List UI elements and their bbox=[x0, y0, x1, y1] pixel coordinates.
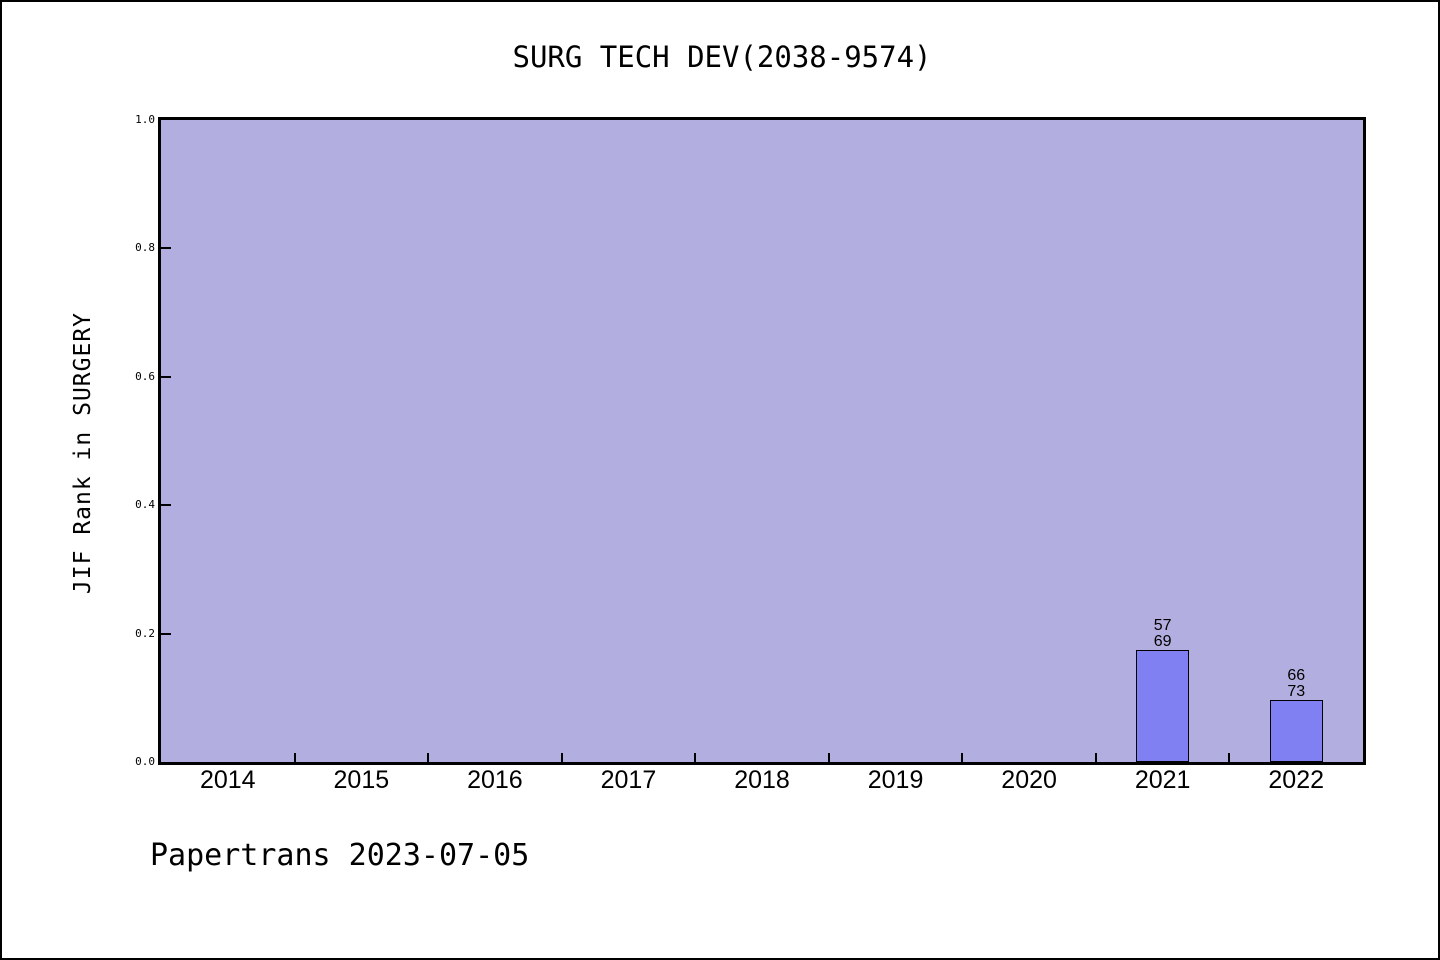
y-tick-label: 0.0 bbox=[135, 755, 155, 768]
bar-label-2021: 57 69 bbox=[1123, 618, 1203, 650]
bar-label-2022: 66 73 bbox=[1256, 668, 1336, 700]
y-tick-label: 0.6 bbox=[135, 369, 155, 383]
chart-title: SURG TECH DEV(2038-9574) bbox=[512, 40, 932, 74]
x-tick-label: 2014 bbox=[199, 766, 256, 794]
y-tick-label: 0.8 bbox=[135, 241, 155, 255]
x-tick-label: 2021 bbox=[1134, 766, 1191, 794]
x-tick-label: 2022 bbox=[1268, 766, 1325, 794]
plot-area: 57 69 66 73 bbox=[158, 117, 1366, 765]
x-axis-tick bbox=[827, 753, 830, 762]
bar-label-line: 66 bbox=[1287, 667, 1306, 685]
x-axis-tick bbox=[694, 753, 697, 762]
x-tick-label: 2019 bbox=[867, 766, 924, 794]
y-tick-label: 0.2 bbox=[135, 626, 155, 640]
y-axis-label: JIF Rank in SURGERY bbox=[70, 311, 96, 595]
bar-2021 bbox=[1135, 650, 1190, 762]
watermark-text: Papertrans 2023-07-05 bbox=[150, 838, 530, 873]
x-tick-label: 2015 bbox=[333, 766, 390, 794]
x-tick-label: 2016 bbox=[467, 766, 523, 794]
y-axis-tick bbox=[161, 375, 171, 378]
x-axis-tick bbox=[560, 753, 563, 762]
y-tick-label: 0.4 bbox=[135, 498, 155, 512]
bar-label-line: 57 bbox=[1153, 617, 1172, 635]
x-tick-label: 2020 bbox=[1001, 766, 1057, 794]
y-axis-tick bbox=[161, 247, 171, 250]
x-tick-label: 2018 bbox=[734, 766, 790, 794]
bar-label-line: 69 bbox=[1153, 633, 1172, 651]
y-axis-tick bbox=[161, 504, 171, 507]
x-axis-tick bbox=[293, 753, 296, 762]
x-axis-tick bbox=[1094, 753, 1097, 762]
bar-2022 bbox=[1269, 700, 1323, 762]
x-axis-tick bbox=[427, 753, 430, 762]
x-tick-label: 2017 bbox=[600, 766, 657, 794]
y-axis-tick bbox=[161, 632, 171, 635]
x-axis-tick bbox=[961, 753, 964, 762]
y-tick-label: 1.0 bbox=[135, 113, 155, 126]
x-axis-tick bbox=[1228, 753, 1231, 762]
bar-label-line: 73 bbox=[1287, 683, 1306, 701]
